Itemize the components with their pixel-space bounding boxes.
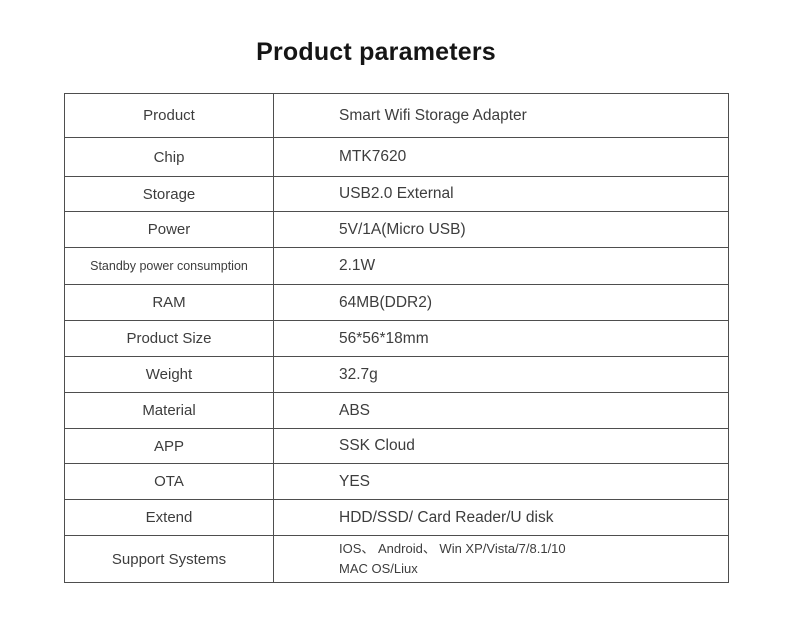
row-value: 2.1W	[339, 257, 376, 274]
row-label: OTA	[65, 464, 274, 499]
row-value: 64MB(DDR2)	[339, 293, 433, 311]
table-row: Standby power consumption 2.1W	[65, 248, 728, 285]
row-label: Storage	[65, 177, 274, 211]
table-row: Extend HDD/SSD/ Card Reader/U disk	[65, 500, 728, 536]
row-value: MTK7620	[339, 148, 407, 165]
title-container: Product parameters	[0, 38, 790, 67]
table-row: Power 5V/1A(Micro USB)	[65, 212, 728, 248]
row-value: Smart Wifi Storage Adapter	[339, 106, 527, 124]
row-label: Chip	[65, 138, 274, 176]
table-row: Storage USB2.0 External	[65, 177, 728, 212]
row-label: Product Size	[65, 321, 274, 356]
row-label: Material	[65, 393, 274, 428]
row-value: 5V/1A(Micro USB)	[339, 220, 466, 238]
table-row: OTA YES	[65, 464, 728, 500]
table-row: Product Smart Wifi Storage Adapter	[65, 94, 728, 138]
row-label: Standby power consumption	[65, 248, 274, 284]
table-row: Material ABS	[65, 393, 728, 429]
row-value: YES	[339, 472, 371, 490]
row-value: SSK Cloud	[339, 437, 415, 454]
table-row: RAM 64MB(DDR2)	[65, 285, 728, 321]
row-value-line: MAC OS/Liux	[339, 561, 418, 576]
table-row: APP SSK Cloud	[65, 429, 728, 464]
table-row: Product Size 56*56*18mm	[65, 321, 728, 357]
row-value: 32.7g	[339, 365, 378, 383]
row-label: APP	[65, 429, 274, 463]
row-label: Power	[65, 212, 274, 247]
row-label: Product	[65, 94, 274, 137]
row-value: ABS	[339, 401, 371, 419]
table-row: Support Systems IOS、 Android、 Win XP/Vist…	[65, 536, 728, 582]
spec-table: Product Smart Wifi Storage Adapter Chip MTK…	[64, 93, 729, 583]
row-value-line: IOS、 Android、 Win XP/Vista/7/8.1/10	[339, 541, 566, 556]
row-value: IOS、 Android、 Win XP/Vista/7/8.1/10 MAC O…	[274, 536, 728, 582]
page-title: Product parameters	[256, 38, 496, 66]
row-label: RAM	[65, 285, 274, 320]
row-label: Weight	[65, 357, 274, 392]
row-label: Extend	[65, 500, 274, 535]
row-value: USB2.0 External	[339, 185, 454, 202]
row-label: Support Systems	[65, 536, 274, 582]
row-value: 56*56*18mm	[339, 329, 429, 347]
row-value: HDD/SSD/ Card Reader/U disk	[339, 508, 554, 526]
table-row: Chip MTK7620	[65, 138, 728, 177]
table-row: Weight 32.7g	[65, 357, 728, 393]
